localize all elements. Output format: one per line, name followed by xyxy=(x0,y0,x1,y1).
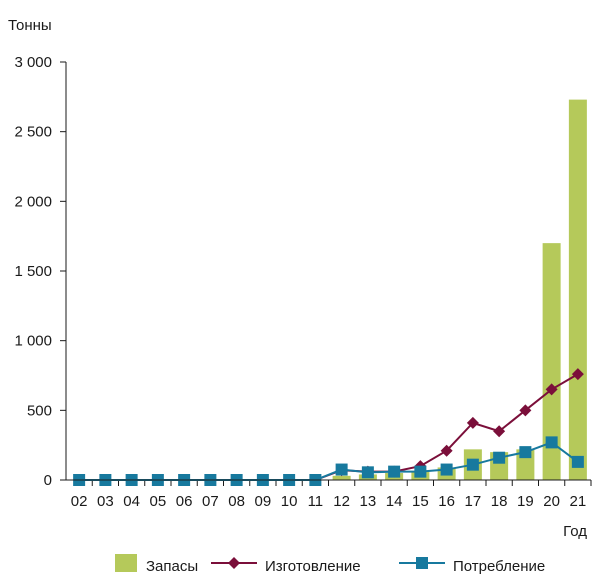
x-tick-label: 02 xyxy=(71,493,88,510)
square-marker xyxy=(414,465,427,478)
diamond-marker xyxy=(493,425,506,438)
diamond-marker xyxy=(519,404,532,417)
x-axis-title: Год xyxy=(563,523,587,540)
y-axis-title: Тонны xyxy=(8,17,52,34)
legend: Запасы Изготовление Потребление xyxy=(115,554,545,575)
bar xyxy=(332,475,351,480)
square-marker xyxy=(388,465,401,478)
bar-series xyxy=(332,99,587,481)
x-tick-label: 18 xyxy=(491,493,508,510)
x-tick-label: 17 xyxy=(465,493,482,510)
diamond-marker xyxy=(466,416,479,429)
x-tick-label: 12 xyxy=(333,493,350,510)
square-marker xyxy=(519,446,532,459)
square-marker xyxy=(466,458,479,471)
y-tick-label: 1 500 xyxy=(14,263,52,280)
x-tick-label: 11 xyxy=(308,493,324,510)
y-tick-label: 3 000 xyxy=(14,54,52,71)
x-tick-label: 13 xyxy=(360,493,377,510)
x-tick-label: 09 xyxy=(255,493,272,510)
x-tick-label: 21 xyxy=(570,493,587,510)
x-tick-label: 14 xyxy=(386,493,403,510)
diamond-marker xyxy=(545,383,558,396)
x-tick-label: 08 xyxy=(228,493,245,510)
legend-swatch xyxy=(115,554,137,572)
x-tick-label: 05 xyxy=(150,493,167,510)
y-tick-label: 500 xyxy=(27,402,52,419)
y-tick-label: 2 500 xyxy=(14,124,52,141)
x-tick-label: 20 xyxy=(543,493,560,510)
square-marker xyxy=(571,455,584,468)
x-tick-label: 15 xyxy=(412,493,429,510)
square-marker xyxy=(440,463,453,476)
x-tick-label: 04 xyxy=(123,493,140,510)
legend-label: Потребление xyxy=(453,558,545,575)
diamond-marker xyxy=(440,444,453,457)
y-tick-label: 2 000 xyxy=(14,193,52,210)
square-marker xyxy=(545,436,558,449)
square-marker xyxy=(335,463,348,476)
legend-label: Изготовление xyxy=(265,558,361,575)
x-tick-label: 07 xyxy=(202,493,219,510)
diamond-marker xyxy=(571,368,584,381)
y-tick-label: 1 000 xyxy=(14,333,52,350)
square-marker xyxy=(416,557,428,569)
bar xyxy=(542,243,561,480)
x-tick-label: 19 xyxy=(517,493,534,510)
x-axis: 02 03 04 05 06 07 08 09 10 11 12 13 14 15 16 17 18 19 20 21 xyxy=(71,480,592,510)
y-tick-label: 0 xyxy=(44,472,52,489)
x-tick-label: 06 xyxy=(176,493,193,510)
y-axis: 0 500 1 000 1 500 2 000 2 500 3 000 xyxy=(14,54,66,489)
x-tick-label: 16 xyxy=(438,493,455,510)
bar xyxy=(568,99,587,481)
x-tick-label: 03 xyxy=(97,493,114,510)
legend-label: Запасы xyxy=(146,558,198,575)
square-marker xyxy=(493,451,506,464)
x-tick-label: 10 xyxy=(281,493,298,510)
diamond-marker xyxy=(228,557,240,569)
square-marker xyxy=(361,466,374,479)
